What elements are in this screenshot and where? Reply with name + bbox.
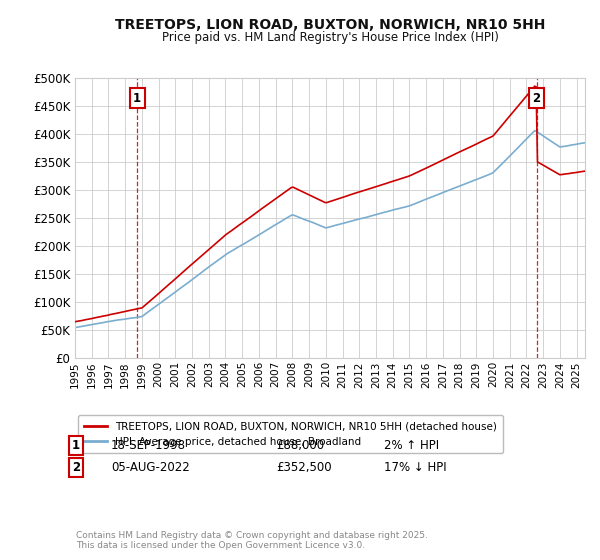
Text: TREETOPS, LION ROAD, BUXTON, NORWICH, NR10 5HH: TREETOPS, LION ROAD, BUXTON, NORWICH, NR… [115, 18, 545, 32]
Text: 1: 1 [133, 91, 141, 105]
Legend: TREETOPS, LION ROAD, BUXTON, NORWICH, NR10 5HH (detached house), HPI: Average pr: TREETOPS, LION ROAD, BUXTON, NORWICH, NR… [77, 416, 503, 453]
Text: 2: 2 [72, 461, 80, 474]
Text: 05-AUG-2022: 05-AUG-2022 [111, 461, 190, 474]
Text: 2% ↑ HPI: 2% ↑ HPI [384, 438, 439, 452]
Text: Contains HM Land Registry data © Crown copyright and database right 2025.
This d: Contains HM Land Registry data © Crown c… [76, 530, 428, 550]
Text: 1: 1 [72, 438, 80, 452]
Text: £88,000: £88,000 [276, 438, 324, 452]
Text: 17% ↓ HPI: 17% ↓ HPI [384, 461, 446, 474]
Text: £352,500: £352,500 [276, 461, 332, 474]
Text: 2: 2 [532, 91, 541, 105]
Text: 18-SEP-1998: 18-SEP-1998 [111, 438, 186, 452]
Text: Price paid vs. HM Land Registry's House Price Index (HPI): Price paid vs. HM Land Registry's House … [161, 31, 499, 44]
